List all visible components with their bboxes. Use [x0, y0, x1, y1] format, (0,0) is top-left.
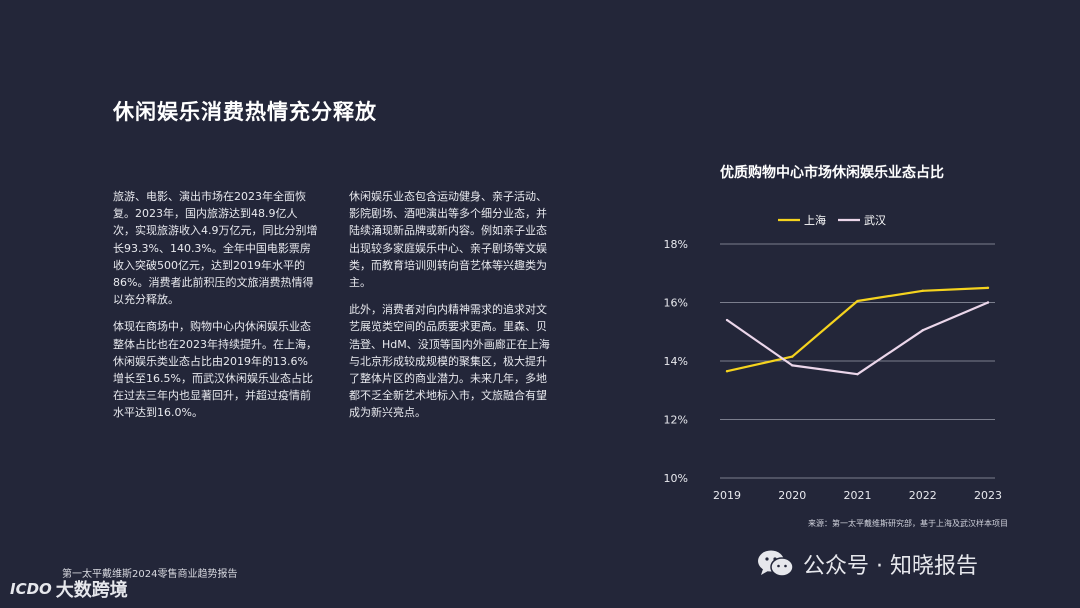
y-tick-label: 12% — [664, 414, 688, 427]
text-column-left: 旅游、电影、演出市场在2023年全面恢复。2023年，国内旅游达到48.9亿人次… — [113, 188, 318, 432]
paragraph: 休闲娱乐业态包含运动健身、亲子活动、影院剧场、酒吧演出等多个细分业态，并陆续涌现… — [349, 190, 547, 290]
wechat-icon — [757, 549, 795, 579]
brand: ICDO 大数跨境 — [10, 576, 128, 602]
data-point — [986, 301, 990, 304]
data-point — [725, 318, 729, 322]
data-point — [856, 372, 859, 376]
chart-title: 优质购物中心市场休闲娱乐业态占比 — [720, 165, 944, 181]
x-axis: 2019 2020 2021 2022 2023 — [713, 489, 1002, 502]
text-column-middle: 休闲娱乐业态包含运动健身、亲子活动、影院剧场、酒吧演出等多个细分业态，并陆续涌现… — [349, 188, 551, 432]
data-point — [856, 299, 859, 303]
data-point — [986, 286, 990, 290]
x-tick-label: 2020 — [778, 489, 806, 502]
report-name: 第一太平戴维斯2024零售商业趋势报告 — [62, 569, 238, 580]
x-tick-label: 2023 — [974, 489, 1002, 502]
paragraph: 此外，消费者对向内精神需求的追求对文艺展览类空间的品质要求更高。里森、贝浩登、H… — [349, 303, 550, 420]
y-axis: 10% 12% 14% 16% 18% — [664, 238, 688, 485]
legend-label: 武汉 — [864, 214, 886, 227]
legend-label: 上海 — [804, 213, 826, 227]
x-tick-label: 2022 — [909, 489, 937, 502]
x-tick-label: 2021 — [844, 489, 872, 502]
y-tick-label: 14% — [664, 355, 688, 368]
data-point — [791, 355, 794, 358]
x-tick-label: 2019 — [713, 489, 741, 502]
data-point — [921, 329, 924, 332]
data-point — [725, 370, 729, 373]
y-tick-label: 16% — [664, 297, 688, 310]
watermark: 公众号 · 知晓报告 — [757, 548, 978, 580]
watermark-text: 公众号 · 知晓报告 — [803, 554, 978, 579]
data-point — [791, 364, 794, 367]
brand-logo: ICDO — [10, 580, 52, 598]
series-lines — [725, 286, 990, 376]
grid-lines — [720, 243, 995, 479]
paragraph: 旅游、电影、演出市场在2023年全面恢复。2023年，国内旅游达到48.9亿人次… — [113, 190, 318, 307]
source-note: 来源：第一太平戴维斯研究部，基于上海及武汉样本项目 — [808, 519, 1008, 528]
paragraph: 体现在商场中，购物中心内休闲娱乐业态整体占比也在2023年持续提升。在上海，休闲… — [113, 320, 317, 420]
slide-title: 休闲娱乐消费热情充分释放 — [113, 100, 377, 124]
data-point — [921, 289, 924, 292]
line-chart: 上海 武汉 10% 12% 14% 16% 18% 2019 2020 2021 2022 202… — [664, 213, 1002, 502]
y-tick-label: 10% — [664, 472, 688, 485]
legend: 上海 武汉 — [778, 213, 886, 227]
y-tick-label: 18% — [664, 238, 688, 251]
brand-name: 大数跨境 — [55, 580, 128, 601]
